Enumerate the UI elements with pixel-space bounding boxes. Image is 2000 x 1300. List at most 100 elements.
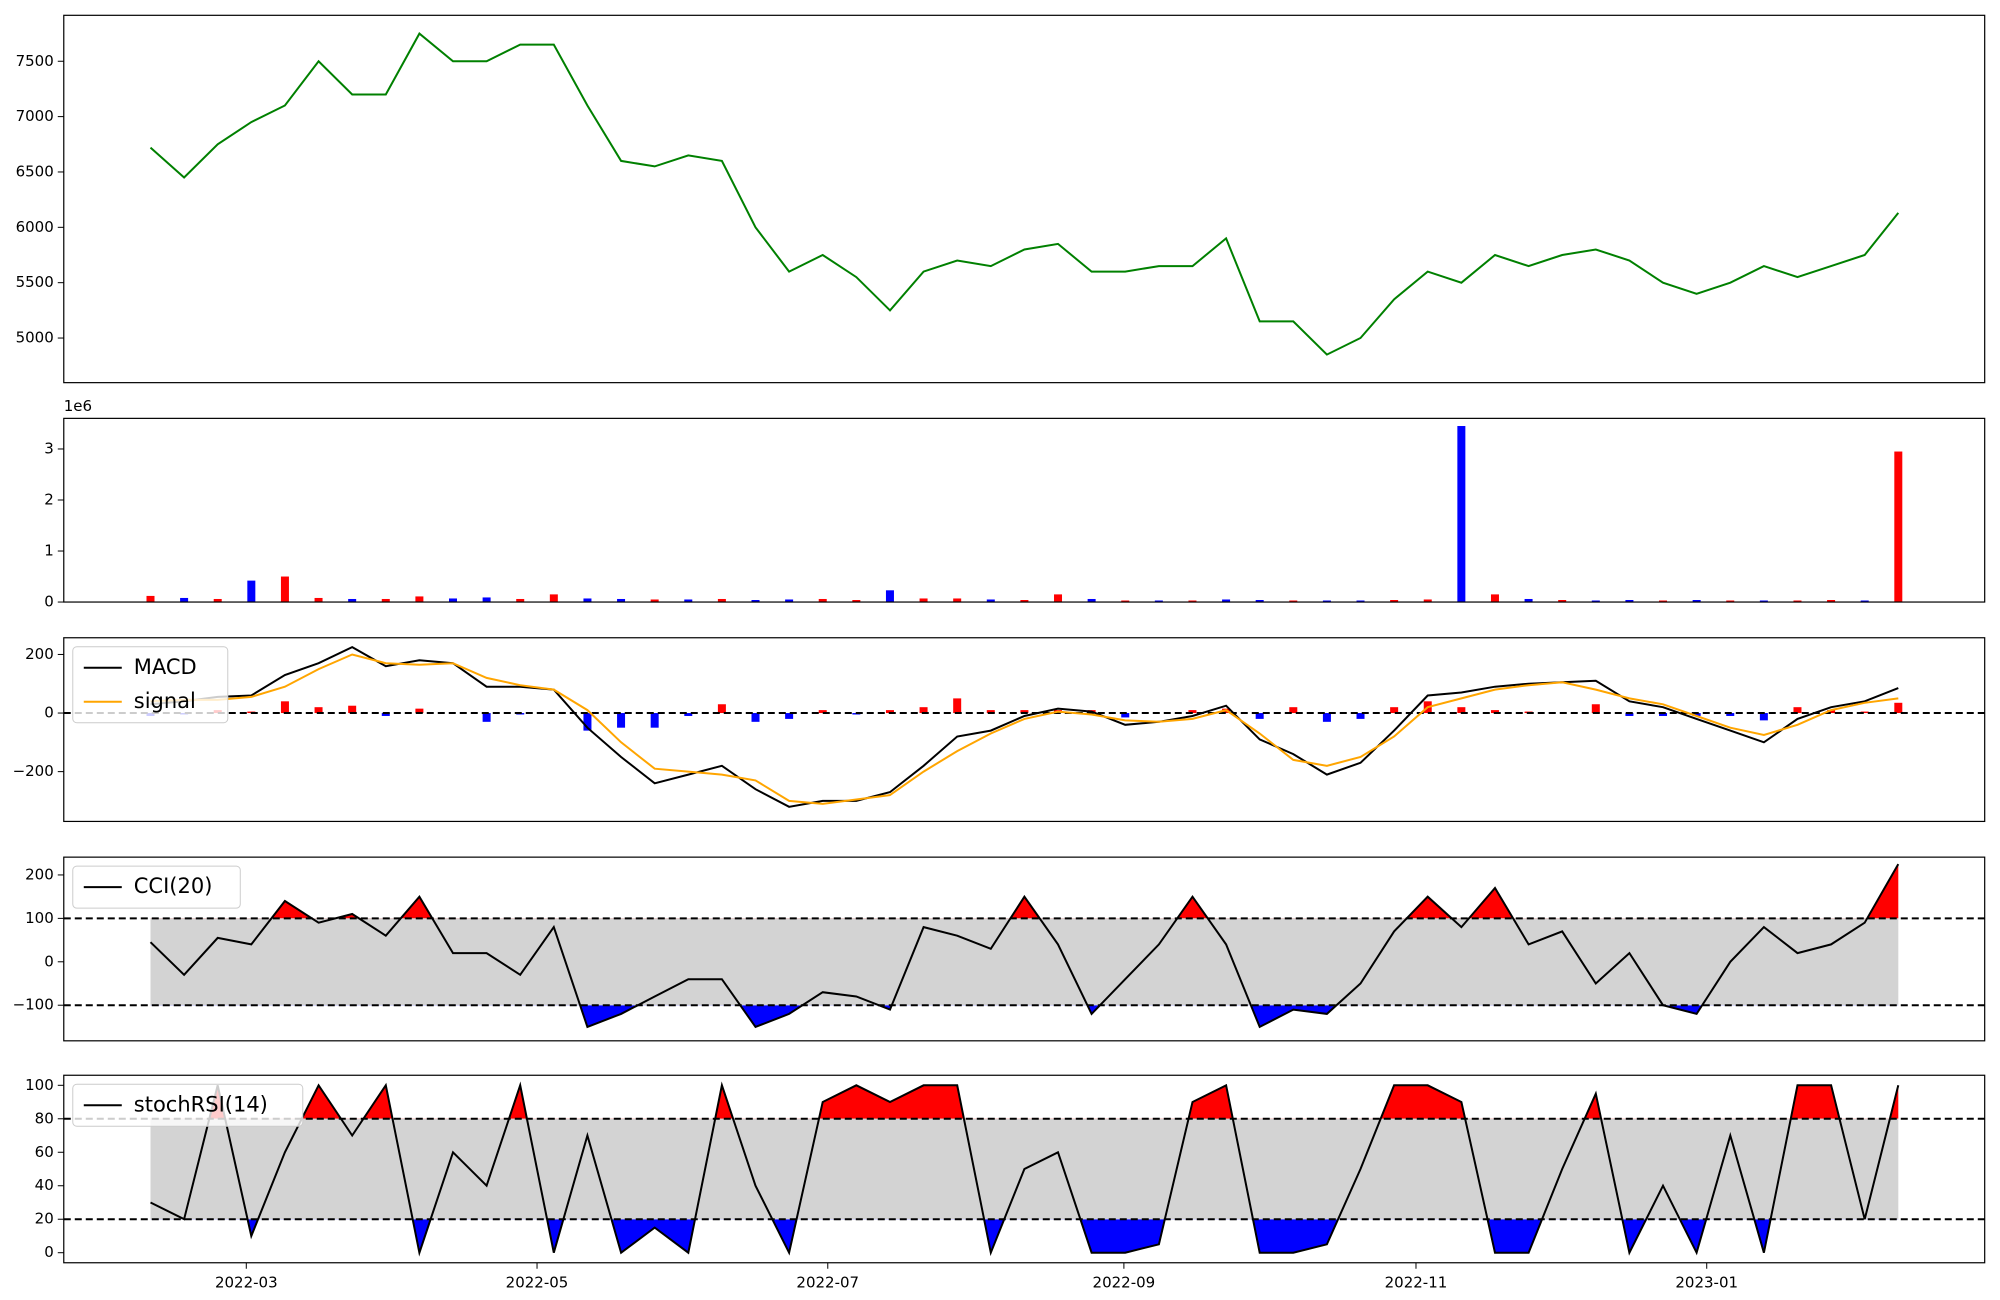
volume-bar bbox=[381, 598, 390, 603]
legend-box bbox=[72, 646, 229, 724]
volume-bar bbox=[314, 597, 323, 603]
histogram-bar bbox=[381, 713, 390, 716]
volume-bar bbox=[1625, 600, 1634, 603]
legend-label: signal bbox=[134, 689, 196, 713]
plot-area bbox=[63, 863, 1985, 1029]
plot-area bbox=[63, 1081, 1985, 1257]
volume-bar bbox=[549, 594, 558, 603]
panel: −200 0 200 MACD signal bbox=[13, 637, 1986, 823]
volume-bar bbox=[717, 598, 726, 603]
histogram-bar bbox=[919, 707, 928, 714]
histogram-bar bbox=[1726, 713, 1735, 716]
legend: stochRSI(14) bbox=[72, 1083, 304, 1127]
histogram-bar bbox=[1457, 707, 1466, 714]
x-tick-label: 2023-01 bbox=[1675, 1273, 1738, 1291]
volume-bar bbox=[1121, 600, 1130, 603]
legend-label: CCI(20) bbox=[134, 874, 213, 898]
histogram-bar bbox=[986, 710, 995, 714]
volume-bar bbox=[1894, 451, 1903, 603]
volume-bar bbox=[1188, 600, 1197, 603]
histogram-bar bbox=[1692, 713, 1701, 716]
panel-frame bbox=[63, 14, 1986, 384]
y-tick-label: 60 bbox=[35, 1143, 54, 1161]
histogram-bar bbox=[751, 713, 760, 722]
y-tick-label: 1 bbox=[44, 542, 54, 560]
volume-bar bbox=[247, 580, 256, 603]
y-tick-label: 0 bbox=[44, 952, 54, 970]
histogram-bar bbox=[1390, 707, 1399, 714]
panel: 5000 5500 6000 6500 7000 7500 bbox=[16, 14, 1986, 384]
histogram-bar bbox=[1255, 713, 1264, 719]
histogram-bar bbox=[1659, 713, 1668, 716]
y-tick-label: 6500 bbox=[16, 162, 54, 180]
volume-bar bbox=[482, 597, 491, 603]
volume-bar bbox=[1423, 599, 1432, 603]
y-tick-label: 5500 bbox=[16, 273, 54, 291]
panel: 0 20 40 60 80 100 2022-03 2022-05 2022-07 2022-09… bbox=[25, 1074, 1986, 1291]
volume-bar bbox=[1390, 600, 1399, 603]
x-tick-label: 2022-11 bbox=[1385, 1273, 1448, 1291]
histogram-bar bbox=[1322, 713, 1331, 722]
series-line bbox=[150, 1081, 1900, 1257]
histogram-bar bbox=[1827, 710, 1836, 714]
volume-bar bbox=[818, 598, 827, 603]
histogram-bar bbox=[1860, 711, 1869, 714]
y-tick-label: 100 bbox=[25, 1076, 54, 1094]
y-tick-label: 200 bbox=[25, 645, 54, 663]
histogram-bar bbox=[1356, 713, 1365, 719]
histogram-bar bbox=[617, 713, 626, 728]
histogram-bar bbox=[280, 701, 289, 714]
volume-bar bbox=[1659, 600, 1668, 603]
volume-bar bbox=[1356, 600, 1365, 603]
y-tick-label: 0 bbox=[44, 1243, 54, 1261]
plot-area bbox=[146, 426, 1903, 603]
volume-bar bbox=[1827, 600, 1836, 603]
volume-bar bbox=[1154, 600, 1163, 603]
volume-bar bbox=[146, 595, 155, 603]
legend: MACD signal bbox=[72, 646, 229, 724]
histogram-bar bbox=[885, 710, 894, 714]
y-tick-label: 6000 bbox=[16, 218, 54, 236]
panel: 0 1 2 3 1e6 bbox=[44, 397, 1986, 611]
volume-bar bbox=[583, 598, 592, 603]
histogram-bar bbox=[1020, 710, 1029, 714]
histogram-bar bbox=[818, 710, 827, 714]
volume-bar bbox=[953, 598, 962, 603]
histogram-bar bbox=[1894, 702, 1903, 714]
volume-bar bbox=[650, 599, 659, 603]
series-line bbox=[150, 653, 1899, 805]
panel-frame bbox=[63, 1074, 1986, 1264]
volume-bar bbox=[1793, 600, 1802, 603]
histogram-bar bbox=[1625, 713, 1634, 716]
histogram-bar bbox=[717, 704, 726, 714]
x-tick-label: 2022-05 bbox=[506, 1273, 569, 1291]
y-tick-label: 200 bbox=[25, 865, 54, 883]
volume-bar bbox=[1322, 600, 1331, 603]
histogram-bar bbox=[650, 713, 659, 728]
legend-box bbox=[72, 865, 241, 909]
overbought-fill bbox=[150, 1085, 1899, 1119]
panel: −100 0 100 200 CCI(20) bbox=[13, 856, 1986, 1042]
volume-bar bbox=[1860, 600, 1869, 603]
volume-bar bbox=[1558, 600, 1567, 603]
series-line bbox=[149, 863, 1900, 1029]
legend-label: MACD bbox=[134, 655, 197, 679]
legend-label: stochRSI(14) bbox=[134, 1092, 268, 1116]
volume-bar bbox=[1726, 600, 1735, 603]
volume-bar bbox=[415, 596, 424, 603]
overbought-fill bbox=[150, 864, 1899, 919]
histogram-bar bbox=[415, 708, 424, 714]
volume-bar bbox=[1759, 600, 1768, 603]
y-tick-label: 100 bbox=[25, 909, 54, 927]
histogram-bar bbox=[1121, 713, 1130, 718]
histogram-bar bbox=[482, 713, 491, 722]
x-tick-label: 2022-09 bbox=[1093, 1273, 1156, 1291]
volume-bar bbox=[213, 598, 222, 603]
volume-bar bbox=[449, 598, 458, 603]
legend-box bbox=[72, 1083, 304, 1127]
y-tick-label: 40 bbox=[35, 1176, 54, 1194]
volume-bar bbox=[1490, 594, 1499, 603]
plot-area bbox=[149, 32, 1900, 356]
volume-bar bbox=[516, 598, 525, 603]
